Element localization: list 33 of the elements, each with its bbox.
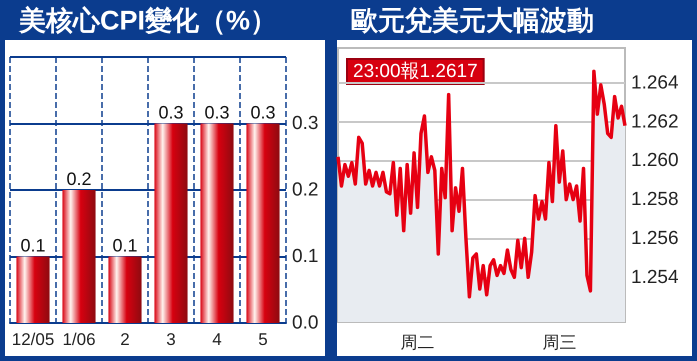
bar [108, 256, 142, 323]
bar [200, 124, 234, 323]
bar [246, 124, 280, 323]
data-label: 0.3 [250, 102, 276, 122]
x-tick-label: 周二 [400, 333, 435, 352]
annotation: 23:00報1.2617 [353, 61, 478, 82]
y-tick-label: 1.264 [631, 72, 679, 94]
x-tick-label: 12/05 [12, 330, 54, 349]
y-tick-label: 0.1 [292, 246, 318, 267]
y-tick-label: 0.0 [292, 312, 318, 334]
y-tick-label: 1.258 [631, 189, 679, 210]
data-label: 0.1 [20, 236, 46, 256]
x-tick-label: 4 [212, 330, 222, 349]
y-tick-label: 1.256 [631, 228, 679, 249]
chart-title: 歐元兌美元大幅波動 [351, 6, 594, 36]
y-tick-label: 0.2 [292, 180, 318, 200]
bar [16, 256, 50, 323]
x-tick-label: 1/06 [62, 330, 96, 349]
x-tick-label: 3 [166, 330, 176, 349]
x-tick-label: 5 [258, 330, 268, 349]
data-label: 0.3 [158, 102, 184, 122]
bar [154, 124, 188, 323]
chart-title: 美核心CPI變化（%） [18, 6, 278, 36]
y-tick-label: 1.262 [631, 111, 679, 132]
data-label: 0.3 [204, 102, 230, 122]
y-tick-label: 0.3 [292, 113, 318, 134]
x-tick-label: 周三 [542, 333, 576, 352]
y-tick-label: 1.260 [631, 150, 679, 172]
data-label: 0.2 [66, 169, 92, 189]
data-label: 0.1 [112, 236, 138, 256]
x-tick-label: 2 [120, 330, 130, 349]
y-tick-label: 1.254 [631, 266, 679, 288]
bar [62, 190, 96, 323]
